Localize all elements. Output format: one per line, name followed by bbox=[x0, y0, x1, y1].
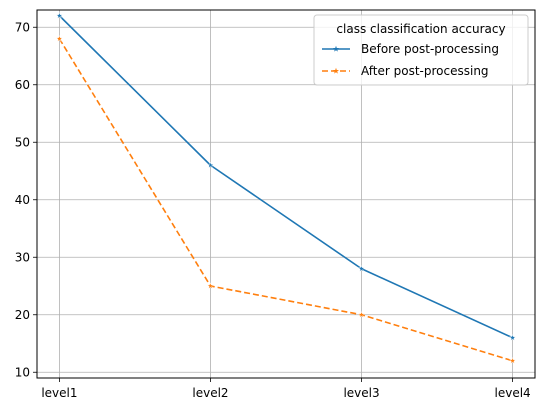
legend-swatch-marker bbox=[332, 67, 340, 74]
series-1 bbox=[55, 34, 517, 364]
y-tick-label: 10 bbox=[15, 365, 30, 379]
legend-swatch-marker bbox=[332, 45, 340, 52]
legend-entry: Before post-processing bbox=[322, 42, 499, 56]
plot-area-frame bbox=[36, 9, 536, 379]
x-tick-label: level2 bbox=[192, 386, 228, 400]
data-point bbox=[508, 356, 517, 364]
series-0 bbox=[55, 11, 517, 341]
x-tick-label: level4 bbox=[495, 386, 531, 400]
series-line bbox=[58, 15, 513, 339]
series-line bbox=[58, 38, 513, 362]
y-tick-label: 20 bbox=[15, 308, 30, 322]
y-tick-label: 60 bbox=[15, 78, 30, 92]
legend-label: Before post-processing bbox=[361, 42, 499, 56]
y-tick-label: 30 bbox=[15, 250, 30, 264]
data-point bbox=[357, 264, 366, 272]
data-point bbox=[357, 310, 366, 318]
x-tick-label: level1 bbox=[41, 386, 77, 400]
axis-ticks: level1 level2 level3 level4 10 20 30 40 50 60 70 bbox=[15, 20, 531, 400]
data-point bbox=[508, 333, 517, 341]
y-tick-label: 40 bbox=[15, 193, 30, 207]
data-point bbox=[55, 34, 64, 42]
legend: class classification accuracy Before pos… bbox=[313, 14, 529, 86]
legend-box bbox=[313, 14, 529, 86]
legend-entry: After post-processing bbox=[322, 64, 489, 78]
series bbox=[55, 11, 517, 364]
data-point bbox=[206, 161, 215, 169]
legend-title: class classification accuracy bbox=[336, 22, 505, 36]
y-tick-label: 50 bbox=[15, 135, 30, 149]
data-point bbox=[206, 282, 215, 290]
legend-label: After post-processing bbox=[361, 64, 489, 78]
x-tick-label: level3 bbox=[343, 386, 379, 400]
legend-entries: Before post-processing After post-process… bbox=[322, 42, 499, 78]
y-tick-label: 70 bbox=[15, 20, 30, 34]
data-point bbox=[55, 11, 64, 19]
